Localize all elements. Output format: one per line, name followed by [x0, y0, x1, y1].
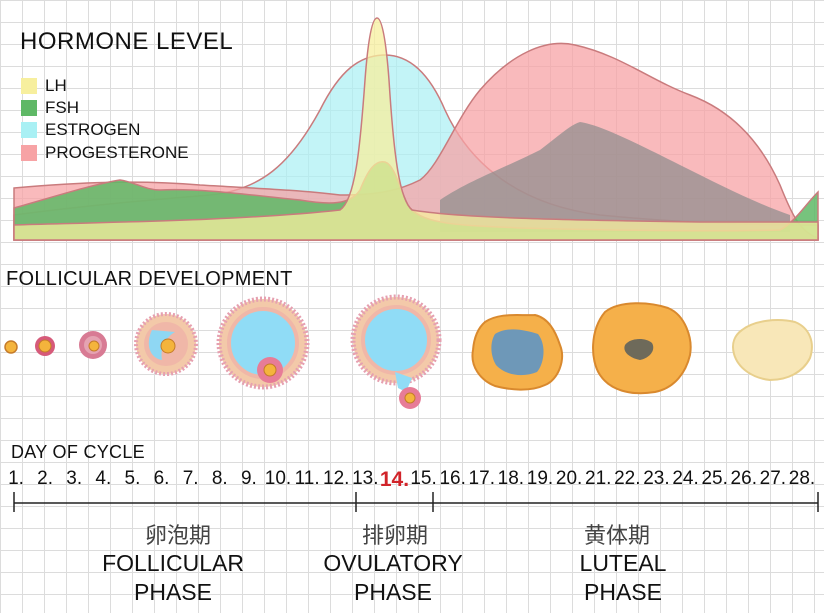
day-label: 14. — [379, 468, 410, 491]
fsh-swatch — [21, 100, 37, 116]
legend-item-fsh: FSH — [21, 98, 79, 118]
legend-label-estrogen: ESTROGEN — [45, 120, 141, 139]
overlap-region — [440, 122, 790, 232]
day-label: 13. — [352, 468, 379, 489]
phase-ovulatory-en: OVULATORY PHASE — [323, 549, 462, 607]
day-label: 4. — [95, 468, 112, 489]
phase-follicular-line2: PHASE — [134, 579, 212, 605]
day-label: 25. — [701, 468, 728, 489]
day-label: 10. — [264, 468, 292, 489]
day-label: 24. — [672, 468, 699, 489]
day-label: 19. — [526, 468, 554, 489]
day-label: 16. — [439, 468, 466, 489]
phase-follicular-cn: 卵泡期 — [144, 524, 212, 549]
legend-item-progesterone: PROGESTERONE — [21, 143, 189, 163]
phase-ovulatory-cn: 排卵期 — [361, 524, 429, 549]
day-label: 12. — [323, 468, 350, 489]
day-label: 17. — [468, 468, 495, 489]
legend-label-lh: LH — [45, 76, 67, 95]
phase-ovulatory-line2: PHASE — [354, 579, 432, 605]
legend-item-lh: LH — [21, 76, 67, 96]
phase-luteal-line2: PHASE — [584, 579, 662, 605]
day-label: 3. — [66, 468, 83, 489]
follicle-stages — [4, 294, 813, 409]
timeline-axis — [13, 492, 819, 512]
follicular-development-title: FOLLICULAR DEVELOPMENT — [6, 268, 293, 290]
legend-label-fsh: FSH — [45, 98, 79, 117]
day-of-cycle-title: DAY OF CYCLE — [11, 442, 145, 462]
phase-luteal-en: LUTEAL PHASE — [580, 549, 667, 607]
day-label: 11. — [294, 468, 320, 489]
day-label: 1. — [8, 468, 24, 489]
day-label: 22. — [614, 468, 641, 489]
day-label: 20. — [555, 468, 583, 489]
phase-follicular-en: FOLLICULAR PHASE — [102, 549, 244, 607]
day-label: 8. — [211, 468, 228, 489]
day-label: 9. — [240, 468, 257, 489]
day-label: 28. — [788, 468, 816, 489]
phase-luteal-cn: 黄体期 — [583, 524, 651, 549]
day-label: 23. — [643, 468, 670, 489]
day-label: 7. — [182, 468, 199, 489]
legend-label-progesterone: PROGESTERONE — [45, 143, 189, 162]
day-label: 5. — [124, 468, 141, 489]
lh-swatch — [21, 78, 37, 94]
day-label: 27. — [759, 468, 787, 489]
day-label: 18. — [497, 468, 525, 489]
day-label: 26. — [730, 468, 757, 489]
day-label: 21. — [585, 468, 612, 489]
phase-follicular-line1: FOLLICULAR — [102, 550, 244, 576]
lh-curve — [13, 17, 819, 241]
progesterone-swatch — [21, 145, 37, 161]
corpus-albicans-stage-9 — [732, 319, 813, 382]
follicle-stage-1 — [4, 340, 18, 354]
legend-item-estrogen: ESTROGEN — [21, 120, 140, 140]
day-label: 6. — [153, 468, 170, 489]
day-label: 2. — [37, 468, 54, 489]
hormone-level-title: HORMONE LEVEL — [20, 28, 234, 55]
estrogen-swatch — [21, 122, 37, 138]
day-label: 15. — [410, 468, 437, 489]
phase-ovulatory-line1: OVULATORY — [323, 550, 463, 576]
phase-luteal-line1: LUTEAL — [579, 550, 667, 576]
